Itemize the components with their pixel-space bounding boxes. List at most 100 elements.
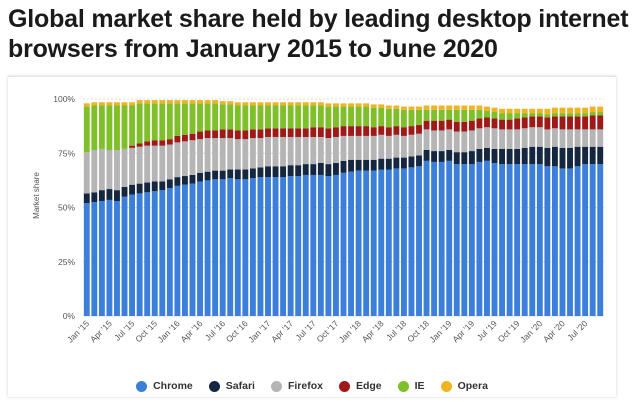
bar-segment-opera <box>423 105 430 110</box>
bar-segment-edge <box>378 126 385 135</box>
bar-segment-edge <box>468 120 475 131</box>
bar-segment-chrome <box>227 178 234 316</box>
bar-segment-opera <box>272 102 279 106</box>
legend-item-chrome[interactable]: Chrome <box>136 380 193 392</box>
bar-segment-edge <box>174 135 181 143</box>
bar-segment-opera <box>340 103 347 107</box>
legend-label: Edge <box>355 380 382 392</box>
bar-segment-opera <box>431 105 438 110</box>
y-tick-label: 100% <box>53 94 75 104</box>
bar-segment-firefox <box>227 138 234 170</box>
legend-item-edge[interactable]: Edge <box>338 380 382 392</box>
bar-segment-firefox <box>136 146 143 184</box>
bar-segment-safari <box>197 172 203 182</box>
bar-segment-chrome <box>514 164 521 316</box>
bar-segment-firefox <box>106 150 113 190</box>
y-tick-label: 50% <box>58 203 75 213</box>
bar-segment-edge <box>197 131 203 140</box>
bar-segment-chrome <box>242 179 249 316</box>
bar-segment-safari <box>287 165 294 177</box>
x-tick-label: Jan '16 <box>156 318 182 344</box>
bar-segment-edge <box>589 115 596 130</box>
bar-segment-opera <box>529 108 536 114</box>
bar-segment-edge <box>431 120 438 131</box>
bar-segment-chrome <box>106 199 113 316</box>
bar-segment-edge <box>416 125 422 134</box>
bar-segment-chrome <box>98 200 105 316</box>
bar-segment-firefox <box>265 136 271 167</box>
bar-segment-firefox <box>83 152 90 194</box>
bar-segment-ie <box>212 103 219 131</box>
bar-segment-chrome <box>423 160 430 316</box>
bar-segment-firefox <box>484 127 490 148</box>
bar-segment-opera <box>348 103 354 107</box>
bar-segment-safari <box>589 146 596 165</box>
bar-segment-edge <box>574 116 581 130</box>
bar-segment-safari <box>189 174 196 184</box>
bar-segment-opera <box>151 100 158 104</box>
bar-segment-opera <box>204 100 211 104</box>
bar-segment-ie <box>106 105 113 150</box>
bar-segment-edge <box>363 126 370 136</box>
bar-segment-edge <box>325 128 332 139</box>
bar-segment-chrome <box>340 172 347 316</box>
bar-segment-firefox <box>242 139 249 170</box>
bar-segment-edge <box>484 117 490 128</box>
bar-segment-ie <box>333 106 339 128</box>
bar-segment-ie <box>416 109 422 126</box>
bar-segment-firefox <box>567 129 573 148</box>
bar-segment-opera <box>536 108 543 114</box>
bar-segment-edge <box>385 127 392 136</box>
bar-segment-firefox <box>280 136 287 167</box>
bar-segment-opera <box>249 102 256 106</box>
bar-segment-opera <box>468 105 475 110</box>
bar-segment-firefox <box>348 135 354 160</box>
bar-segment-ie <box>567 113 573 117</box>
bar-segment-firefox <box>144 145 151 183</box>
bar-segment-chrome <box>136 193 143 316</box>
chart-title: Global market share held by leading desk… <box>8 5 629 63</box>
bar-segment-chrome <box>166 187 173 316</box>
bar-segment-chrome <box>393 168 400 316</box>
bar-segment-opera <box>453 105 460 110</box>
bar-segment-firefox <box>174 142 181 178</box>
bar-segment-firefox <box>400 135 407 158</box>
bar-segment-ie <box>582 113 589 117</box>
bar-segment-safari <box>416 155 422 167</box>
bar-segment-opera <box>325 103 332 107</box>
bar-segment-firefox <box>114 150 120 191</box>
bar-segment-edge <box>189 133 196 141</box>
bar-segment-edge <box>423 120 430 130</box>
bar-segment-edge <box>393 126 400 135</box>
bar-segment-safari <box>453 152 460 165</box>
bar-segment-ie <box>166 103 173 140</box>
bar-segment-firefox <box>121 148 128 187</box>
bar-segment-safari <box>544 147 551 167</box>
bar-segment-firefox <box>317 136 324 164</box>
bar-segment-edge <box>129 145 136 148</box>
bar-segment-safari <box>536 146 543 165</box>
bar-segment-safari <box>438 151 445 162</box>
bar-segment-ie <box>257 105 264 130</box>
legend-label: Opera <box>457 380 488 392</box>
bar-segment-edge <box>521 117 528 129</box>
legend-item-safari[interactable]: Safari <box>208 380 255 392</box>
legend-item-ie[interactable]: IE <box>397 380 425 392</box>
legend-item-firefox[interactable]: Firefox <box>270 380 323 392</box>
bar-segment-safari <box>227 169 234 179</box>
x-tick-label: Apr '19 <box>450 318 476 344</box>
bar-segment-edge <box>166 139 173 145</box>
bar-segment-ie <box>438 109 445 121</box>
bar-segment-opera <box>416 106 422 110</box>
bar-segment-opera <box>234 102 241 106</box>
bar-segment-chrome <box>476 161 483 316</box>
bar-segment-chrome <box>499 164 506 316</box>
bar-segment-safari <box>499 148 506 165</box>
bar-segment-edge <box>544 117 551 130</box>
x-tick-label: Jul '17 <box>293 318 317 342</box>
x-tick-label: Apr '17 <box>269 318 295 344</box>
bar-segment-edge <box>159 140 166 146</box>
bar-segment-safari <box>348 159 354 172</box>
legend-item-opera[interactable]: Opera <box>440 380 488 392</box>
bar-segment-chrome <box>551 166 558 316</box>
